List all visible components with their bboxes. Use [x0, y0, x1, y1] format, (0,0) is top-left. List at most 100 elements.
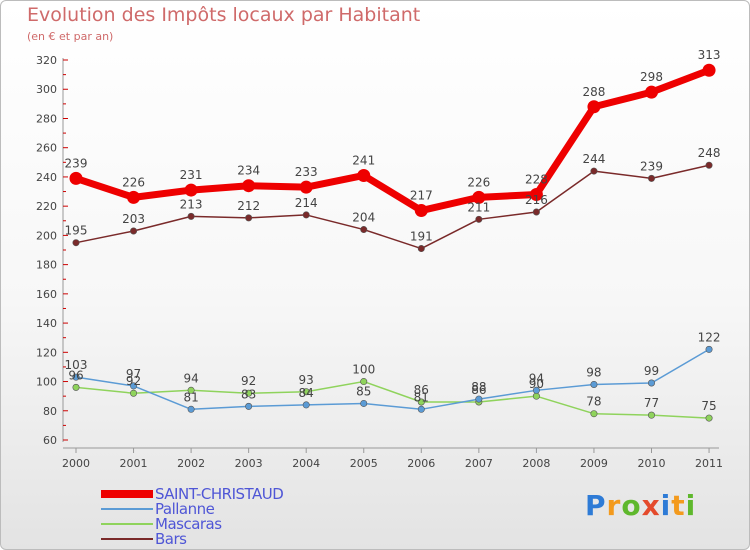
data-point-saint-christaud — [357, 168, 371, 182]
x-tick-label: 2004 — [292, 457, 320, 470]
data-label-saint-christaud: 226 — [122, 175, 145, 189]
data-label-bars: 216 — [525, 193, 548, 207]
data-point-bars — [130, 227, 138, 235]
data-point-pallanne — [532, 386, 540, 394]
data-label-pallanne: 81 — [183, 390, 198, 404]
x-tick-label: 2009 — [580, 457, 608, 470]
data-label-bars: 214 — [295, 196, 318, 210]
y-tick-label: 320 — [36, 54, 57, 67]
y-tick-label: 60 — [43, 434, 57, 447]
data-point-pallanne — [245, 402, 253, 410]
data-label-saint-christaud: 226 — [467, 175, 490, 189]
data-point-pallanne — [417, 405, 425, 413]
data-label-mascaras: 90 — [529, 377, 544, 391]
data-label-pallanne: 88 — [471, 380, 486, 394]
logo-letter: r — [606, 489, 622, 522]
y-tick-label: 300 — [36, 83, 57, 96]
data-point-bars — [532, 208, 540, 216]
data-point-bars — [187, 212, 195, 220]
data-point-pallanne — [187, 405, 195, 413]
data-label-mascaras: 96 — [68, 368, 83, 382]
data-point-mascaras — [72, 383, 80, 391]
data-label-saint-christaud: 298 — [640, 70, 663, 84]
data-label-mascaras: 86 — [471, 383, 486, 397]
logo-letter: i — [685, 489, 697, 522]
y-tick-label: 260 — [36, 142, 57, 155]
data-label-pallanne: 85 — [356, 384, 371, 398]
data-point-pallanne — [302, 401, 310, 409]
data-point-saint-christaud — [242, 179, 256, 193]
data-label-pallanne: 99 — [644, 364, 659, 378]
data-label-bars: 211 — [467, 200, 490, 214]
legend-label-mascaras: Mascaras — [155, 515, 222, 533]
x-tick-label: 2007 — [465, 457, 493, 470]
data-labels: 195 203 213 212 214 204 191 211 216 244 239 248 96 92… — [65, 48, 721, 413]
legend-label-bars: Bars — [155, 530, 187, 548]
data-label-saint-christaud: 239 — [65, 156, 88, 170]
data-point-saint-christaud — [299, 180, 313, 194]
x-tick-label: 2003 — [235, 457, 263, 470]
data-point-pallanne — [475, 395, 483, 403]
data-label-saint-christaud: 228 — [525, 172, 548, 186]
data-point-mascaras — [590, 410, 598, 418]
data-point-bars — [417, 245, 425, 253]
y-tick-label: 200 — [36, 229, 57, 242]
x-tick-label: 2005 — [350, 457, 378, 470]
data-label-bars: 213 — [180, 197, 203, 211]
data-label-mascaras: 75 — [701, 399, 716, 413]
data-point-saint-christaud — [69, 171, 83, 185]
data-label-bars: 212 — [237, 199, 260, 213]
legend-swatch-mascaras — [101, 523, 153, 525]
data-point-mascaras — [417, 398, 425, 406]
logo-letter: o — [621, 489, 642, 522]
data-label-saint-christaud: 234 — [237, 164, 260, 178]
data-label-pallanne: 103 — [65, 358, 88, 372]
data-label-bars: 195 — [65, 224, 88, 238]
data-point-mascaras — [532, 392, 540, 400]
data-label-saint-christaud: 288 — [582, 85, 605, 99]
y-tick-label: 280 — [36, 112, 57, 125]
y-tick-label: 80 — [43, 405, 57, 418]
data-label-pallanne: 94 — [529, 371, 544, 385]
y-tick-label: 100 — [36, 376, 57, 389]
data-label-pallanne: 81 — [414, 390, 429, 404]
data-point-saint-christaud — [472, 190, 486, 204]
logo-letter: i — [660, 489, 672, 522]
x-tick-label: 2002 — [177, 457, 205, 470]
data-label-mascaras: 93 — [299, 373, 314, 387]
data-point-pallanne — [130, 382, 138, 390]
data-label-pallanne: 83 — [241, 387, 256, 401]
data-label-saint-christaud: 217 — [410, 189, 433, 203]
x-tick-label: 2010 — [638, 457, 666, 470]
data-point-saint-christaud — [702, 63, 716, 77]
data-label-saint-christaud: 313 — [698, 48, 721, 62]
data-label-bars: 248 — [698, 146, 721, 160]
y-tick-label: 160 — [36, 288, 57, 301]
data-point-saint-christaud — [587, 100, 601, 114]
data-point-bars — [705, 161, 713, 169]
data-label-mascaras: 92 — [241, 374, 256, 388]
x-tick-label: 2001 — [120, 457, 148, 470]
series-layer — [69, 63, 716, 422]
data-point-bars — [647, 174, 655, 182]
data-point-mascaras — [360, 378, 368, 386]
data-label-mascaras: 92 — [126, 374, 141, 388]
data-label-saint-christaud: 241 — [352, 153, 375, 167]
axes: 60 80 100 120 140 160 180 200 220 240 260 280 300 320… — [36, 54, 723, 470]
data-label-mascaras: 94 — [183, 371, 198, 385]
data-point-saint-christaud — [127, 190, 141, 204]
data-point-pallanne — [360, 399, 368, 407]
data-label-bars: 244 — [582, 152, 605, 166]
data-label-pallanne: 98 — [586, 365, 601, 379]
series-line-pallanne — [75, 348, 710, 411]
data-point-saint-christaud — [414, 204, 428, 218]
logo-letter: x — [641, 489, 661, 522]
series-line-mascaras — [75, 380, 710, 419]
data-label-mascaras: 100 — [352, 363, 375, 377]
data-point-bars — [302, 211, 310, 219]
logo-letter: P — [585, 489, 607, 522]
data-point-bars — [245, 214, 253, 222]
y-tick-label: 180 — [36, 259, 57, 272]
